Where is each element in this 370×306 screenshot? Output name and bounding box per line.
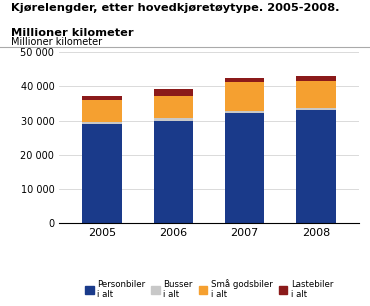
- Bar: [225, 113, 264, 223]
- Bar: [225, 111, 264, 113]
- Text: Millioner kilometer: Millioner kilometer: [11, 37, 102, 47]
- Bar: [83, 100, 122, 122]
- Bar: [225, 82, 264, 111]
- Bar: [296, 110, 336, 223]
- Legend: Personbiler
i alt, Busser
i alt, Små godsbiler
i alt, Lastebiler
i alt: Personbiler i alt, Busser i alt, Små god…: [82, 276, 336, 303]
- Bar: [154, 89, 193, 96]
- Bar: [154, 121, 193, 223]
- Text: Kjørelengder, etter hovedkjøretøytype. 2005-2008.: Kjørelengder, etter hovedkjøretøytype. 2…: [11, 3, 340, 13]
- Bar: [83, 122, 122, 124]
- Text: Millioner kilometer: Millioner kilometer: [11, 28, 134, 38]
- Bar: [154, 118, 193, 121]
- Bar: [296, 76, 336, 81]
- Bar: [225, 78, 264, 82]
- Bar: [154, 96, 193, 118]
- Bar: [83, 96, 122, 100]
- Bar: [83, 124, 122, 223]
- Bar: [296, 81, 336, 108]
- Bar: [296, 108, 336, 110]
